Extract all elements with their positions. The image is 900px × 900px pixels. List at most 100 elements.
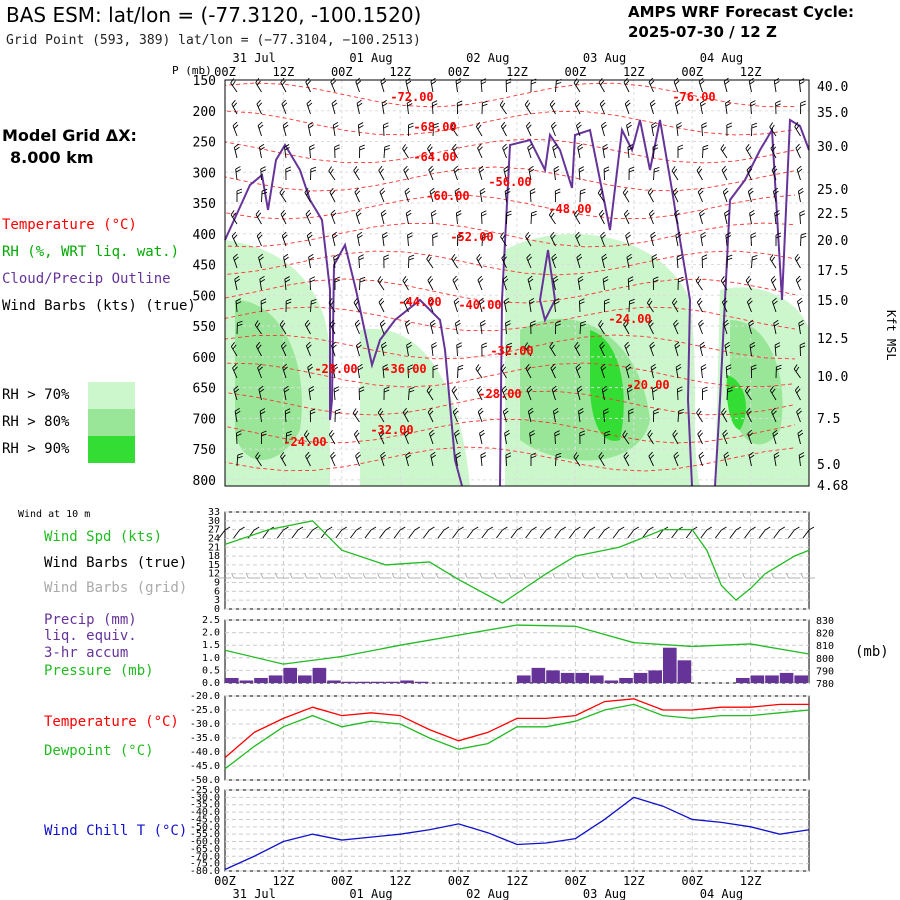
wind-barb-flag (576, 366, 582, 371)
wind-barb-flag (770, 275, 776, 281)
precip-panel-tick-label: 1.5 (202, 640, 220, 651)
wind-barb-flag (649, 80, 655, 86)
wind-barb-flag (259, 408, 266, 412)
wind-barb-shaft (505, 454, 507, 467)
temperature-contour-label: -24.00 (283, 435, 326, 449)
wind-barb-flag (699, 209, 704, 214)
wind-barb-shaft (393, 529, 401, 539)
wind-barb-flag (232, 80, 236, 86)
wind-barb-flag (675, 102, 681, 107)
wind-barb-flag (625, 231, 631, 236)
temperature-contour-label: -60.00 (426, 189, 469, 203)
wind-barb-flag (800, 100, 806, 104)
wind-barb-shaft (332, 125, 336, 137)
height-tick-label: 12.5 (817, 332, 848, 347)
wind-barb-true (320, 526, 333, 539)
wind-barb-shaft (648, 81, 654, 93)
wind-barb-flag (751, 125, 757, 129)
wind-barb-flag (382, 232, 388, 236)
wind-barb-flag (602, 124, 607, 129)
wind-barb-flag (335, 411, 341, 415)
wind-barb-flag (675, 344, 681, 349)
wind-barb-shaft (646, 302, 654, 313)
wind-barb-flag (598, 320, 602, 326)
wind-barb-flag (750, 103, 756, 107)
wind-barb-flag (284, 144, 290, 148)
wind-barb (309, 144, 315, 159)
wind-barb (554, 430, 560, 445)
wind-barb-flag (432, 364, 439, 368)
wind-barb-flag (380, 451, 386, 456)
wind-barb (232, 253, 239, 269)
wind-barb-flag (746, 165, 752, 171)
wind-barb-shaft (650, 367, 654, 379)
wind-barb (598, 452, 605, 467)
wind-barb-shaft (379, 529, 386, 539)
wind-barb-flag (308, 124, 314, 129)
wind-barb-flag (328, 430, 333, 435)
wind-barb-flag (603, 166, 610, 170)
wind-barb (647, 187, 654, 203)
wind-barb (310, 298, 317, 313)
precip-bar (517, 675, 531, 683)
wind-barb (330, 451, 336, 467)
wind-barb (481, 100, 488, 115)
wind-barb (696, 408, 703, 423)
wind-barb-shaft (284, 410, 287, 423)
wind-barb (725, 232, 732, 247)
wind-barb-flag (502, 143, 507, 149)
legend-wind-chill: Wind Chill T (°C) (44, 823, 188, 839)
wind-barb-flag (406, 100, 413, 104)
wind-barb (501, 253, 507, 269)
wind-barb-flag (231, 572, 235, 579)
wind-barb-flag (406, 80, 412, 85)
wind-barb-flag (720, 276, 725, 281)
wind-barb-flag (747, 410, 752, 416)
wind-barb-flag (408, 122, 414, 126)
wind-barb-shaft (721, 301, 728, 313)
wind-barb-flag (503, 146, 508, 151)
wind-barb (477, 407, 484, 423)
wind-barb-flag (554, 301, 560, 305)
wind-barb-shaft (383, 146, 386, 159)
wind-barb-shaft (404, 323, 409, 335)
wind-barb-flag (236, 188, 243, 192)
wind-barb-flag (579, 433, 585, 437)
wind-barb-shaft (454, 433, 458, 445)
wind-barb (256, 231, 263, 247)
wind-barb-true (525, 526, 537, 539)
wind-barb (427, 143, 434, 159)
wind-barb (601, 385, 608, 401)
wind-barb-flag (749, 212, 755, 217)
wind-barb (378, 297, 385, 313)
wind-barb (280, 451, 287, 467)
wind-barb-flag (487, 526, 494, 531)
wind-barb-shaft (480, 323, 483, 335)
wind-barb-shaft (406, 103, 409, 115)
wind-barb-shaft (574, 346, 581, 357)
wind-barb (234, 407, 241, 423)
wind-barb-flag (408, 257, 414, 261)
wind-barb-shaft (505, 323, 507, 335)
wind-chill-line (224, 796, 810, 871)
wind-barb (505, 320, 511, 335)
wind-barb (381, 341, 387, 357)
wind-barb-flag (479, 432, 485, 437)
wind-barb-flag (602, 143, 608, 148)
wind-barb (525, 231, 532, 247)
wind-barb-shaft (503, 301, 507, 313)
wind-barb-grid (435, 572, 450, 579)
wind-barb-shaft (751, 256, 753, 269)
pressure-tick-label: 700 (193, 412, 216, 427)
wind-barb-flag (678, 279, 684, 283)
wind-barb (671, 298, 679, 313)
bottom-date-label: 04 Aug (700, 887, 743, 900)
rh-region (726, 375, 746, 430)
wind-barb-flag (649, 322, 654, 328)
wind-barb-shaft (333, 389, 336, 401)
wind-barb (673, 319, 679, 335)
date-label: 03 Aug (583, 51, 626, 65)
wind-barb-flag (673, 432, 678, 438)
wind-barb-shaft (403, 433, 409, 445)
wind-barb (450, 122, 458, 137)
